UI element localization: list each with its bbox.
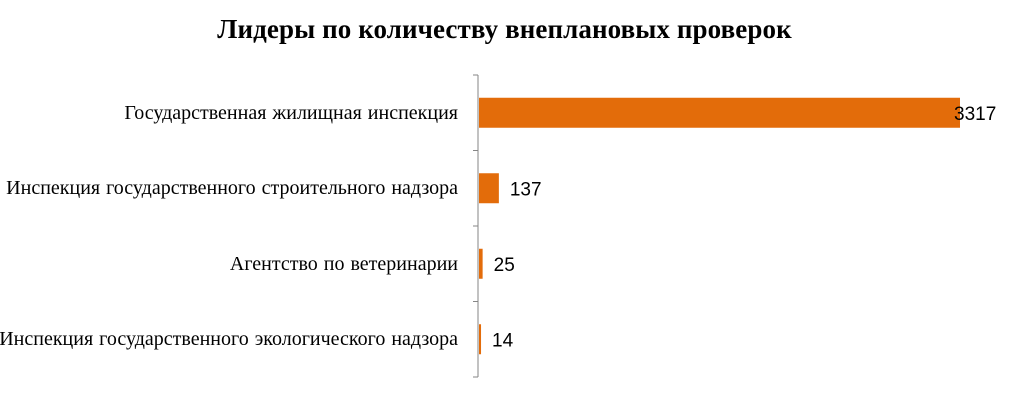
value-label-ecology-inspection: 14 [492,330,514,351]
bar-ecology-inspection [479,324,482,355]
value-label-housing-inspection: 3317 [954,104,996,125]
category-label-ecology-inspection: Инспекция государственного экологическог… [0,328,458,351]
bar-veterinary-agency [479,248,483,279]
value-label-construction-inspection: 137 [510,179,542,200]
chart-title: Лидеры по количеству внеплановых проверо… [217,14,792,44]
category-label-veterinary-agency: Агентство по ветеринарии [229,252,458,275]
bar-construction-inspection [479,173,499,204]
value-label-veterinary-agency: 25 [494,255,515,276]
bar-housing-inspection [479,97,960,128]
category-label-construction-inspection: Инспекция государственного строительного… [6,177,458,200]
category-label-housing-inspection: Государственная жилищная инспекция [124,101,458,124]
